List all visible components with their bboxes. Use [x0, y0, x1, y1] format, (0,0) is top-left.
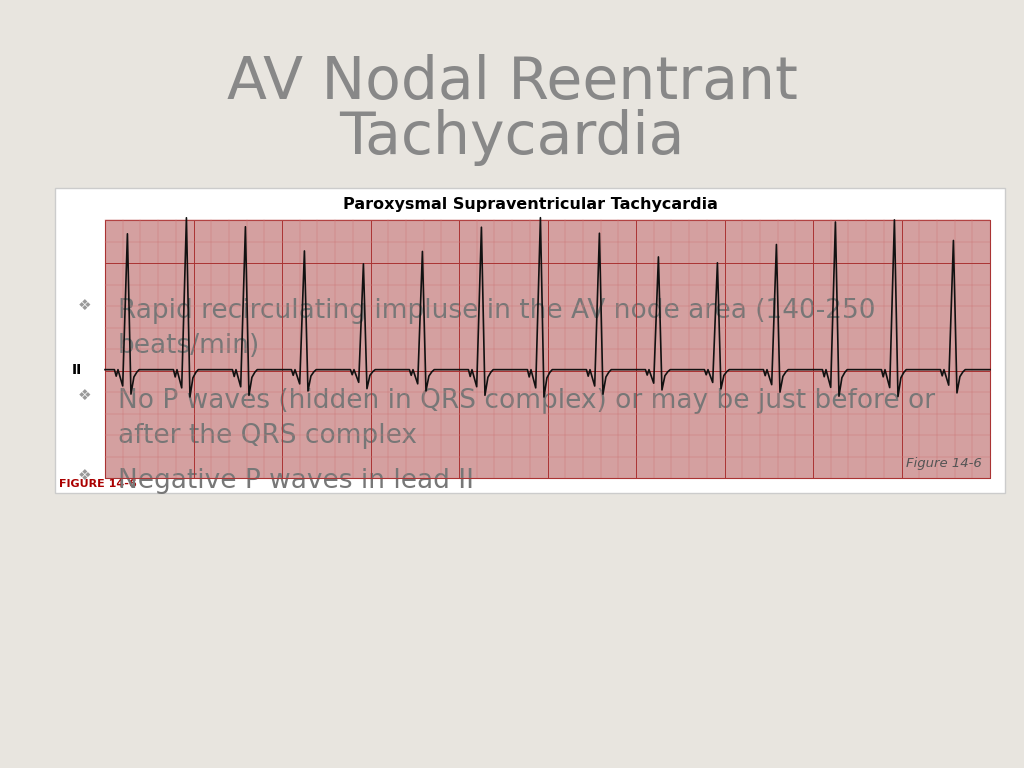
Text: ❖: ❖ [78, 468, 92, 483]
Text: AV Nodal Reentrant: AV Nodal Reentrant [226, 55, 798, 111]
Text: ❖: ❖ [78, 298, 92, 313]
Text: II: II [72, 362, 82, 376]
Text: FIGURE 14-6: FIGURE 14-6 [59, 479, 137, 489]
Bar [105, 220, 990, 478]
Text: Paroxysmal Supraventricular Tachycardia: Paroxysmal Supraventricular Tachycardia [343, 197, 718, 213]
Text: Figure 14-6: Figure 14-6 [906, 458, 982, 471]
Bar [55, 188, 1005, 493]
Text: Negative P waves in lead II: Negative P waves in lead II [118, 468, 474, 494]
Text: Rapid recirculating impluse in the AV node area (140-250
beats/min): Rapid recirculating impluse in the AV no… [118, 298, 876, 359]
Text: Tachycardia: Tachycardia [339, 110, 685, 167]
Text: ❖: ❖ [78, 388, 92, 403]
Text: No P waves (hidden in QRS complex) or may be just before or
after the QRS comple: No P waves (hidden in QRS complex) or ma… [118, 388, 935, 449]
